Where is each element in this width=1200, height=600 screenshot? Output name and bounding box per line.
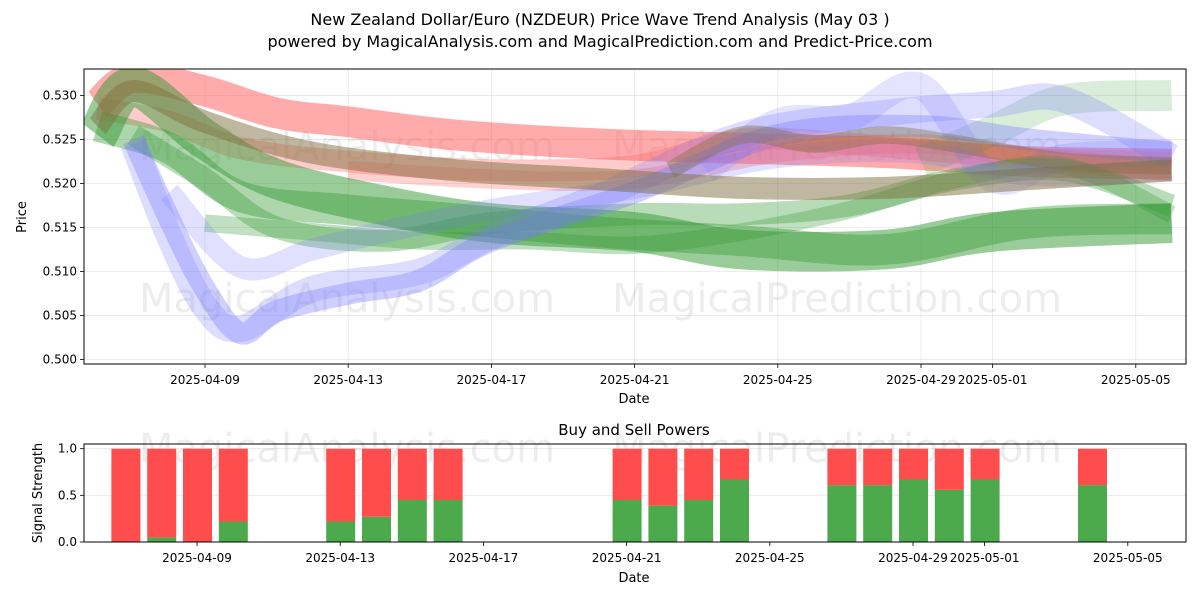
- sell-bar: [612, 448, 642, 500]
- y-axis-label: Price: [15, 201, 30, 233]
- sell-bar: [684, 448, 714, 500]
- y-tick-label: 0.500: [43, 353, 77, 367]
- x-tick-label: 2025-04-09: [162, 551, 232, 565]
- x-tick-label: 2025-05-05: [1093, 551, 1163, 565]
- sell-bar: [1078, 448, 1107, 486]
- y-tick-label: 0.510: [43, 265, 77, 279]
- wave-band-green: [914, 80, 1173, 176]
- x-tick-label: 2025-04-29: [878, 551, 948, 565]
- sell-bar: [326, 448, 356, 522]
- sell-bar: [147, 448, 177, 538]
- y-tick-label: 0.505: [43, 309, 77, 323]
- buy-bar: [612, 500, 642, 542]
- sell-bar: [433, 448, 463, 500]
- sell-bar: [362, 448, 391, 517]
- wave-band-green: [204, 155, 1176, 255]
- sell-bar: [863, 448, 893, 486]
- wave-band-olive: [666, 125, 1172, 179]
- x-tick-label: 2025-04-21: [600, 373, 670, 387]
- buy-bar: [1078, 485, 1107, 542]
- x-tick-label: 2025-05-01: [950, 551, 1020, 565]
- x-tick-label: 2025-04-17: [457, 373, 527, 387]
- buy-bar: [648, 505, 678, 542]
- x-tick-label: 2025-04-13: [305, 551, 375, 565]
- x-tick-label: 2025-04-25: [735, 551, 805, 565]
- wave-band-blue: [121, 83, 1179, 343]
- buy-bar: [827, 485, 857, 542]
- buy-bar: [970, 479, 1000, 542]
- buy-bar: [934, 489, 964, 542]
- x-tick-label: 2025-04-17: [449, 551, 519, 565]
- sell-bar: [899, 448, 928, 480]
- sell-bar: [397, 448, 427, 500]
- buy-bar: [147, 537, 177, 542]
- chart-subtitle: powered by MagicalAnalysis.com and Magic…: [267, 32, 933, 51]
- sell-bar: [648, 448, 678, 506]
- sell-bar: [218, 448, 248, 522]
- watermark: MagicalAnalysis.com: [139, 276, 555, 322]
- sell-bar: [720, 448, 749, 480]
- sell-bar: [934, 448, 964, 490]
- y-tick-label: 0.0: [58, 535, 77, 549]
- wave-band-blue: [160, 140, 1172, 281]
- wave-band-olive: [89, 80, 1173, 200]
- wave-band-green: [93, 111, 1173, 266]
- wave-band-blue: [123, 114, 1173, 345]
- sell-bar: [183, 448, 212, 542]
- x-tick-label: 2025-04-13: [313, 373, 383, 387]
- sell-bar: [970, 448, 1000, 480]
- buy-bar: [326, 521, 356, 542]
- x-tick-label: 2025-04-29: [886, 373, 956, 387]
- chart-title: New Zealand Dollar/Euro (NZDEUR) Price W…: [310, 10, 890, 29]
- y-tick-label: 0.520: [43, 176, 77, 190]
- x-axis-label: Date: [618, 571, 649, 586]
- buy-bar: [684, 500, 714, 542]
- buy-bar: [397, 500, 427, 542]
- buy-bar: [720, 479, 749, 542]
- x-axis-label: Date: [618, 392, 649, 407]
- signal-plot-frame: [83, 443, 1187, 543]
- price-panel: 0.500 0.505 0.510 0.515 0.520 0.525 0.530 2025-…: [15, 68, 1187, 407]
- wave-band-red: [87, 69, 1172, 180]
- wave-bands: [84, 69, 1179, 345]
- x-tick-label: 2025-04-21: [592, 551, 662, 565]
- y-tick-label: 0.5: [58, 488, 77, 502]
- signal-panel: MagicalAnalysis.comMagicalPrediction.com…: [31, 421, 1187, 586]
- buy-bar: [362, 516, 391, 542]
- price-plot-frame: [83, 68, 1187, 365]
- x-tick-label: 2025-05-05: [1101, 373, 1171, 387]
- buy-bar: [218, 521, 248, 542]
- wave-band-green: [84, 69, 1173, 272]
- x-tick-label: 2025-04-25: [743, 373, 813, 387]
- buy-bar: [863, 485, 893, 542]
- wave-band-blue: [698, 71, 1173, 195]
- watermark: MagicalPrediction.com: [612, 276, 1062, 322]
- signal-panel-title: Buy and Sell Powers: [558, 421, 710, 439]
- y-axis-label: Signal Strength: [31, 443, 46, 543]
- sell-bar: [827, 448, 857, 486]
- sell-bar: [111, 448, 141, 542]
- buy-bar: [899, 479, 928, 542]
- buy-bar: [433, 500, 463, 542]
- x-tick-label: 2025-05-01: [958, 373, 1028, 387]
- x-tick-label: 2025-04-09: [170, 373, 240, 387]
- y-tick-label: 0.525: [43, 132, 77, 146]
- y-tick-label: 0.515: [43, 221, 77, 235]
- y-tick-label: 1.0: [58, 442, 77, 456]
- y-tick-label: 0.530: [43, 88, 77, 102]
